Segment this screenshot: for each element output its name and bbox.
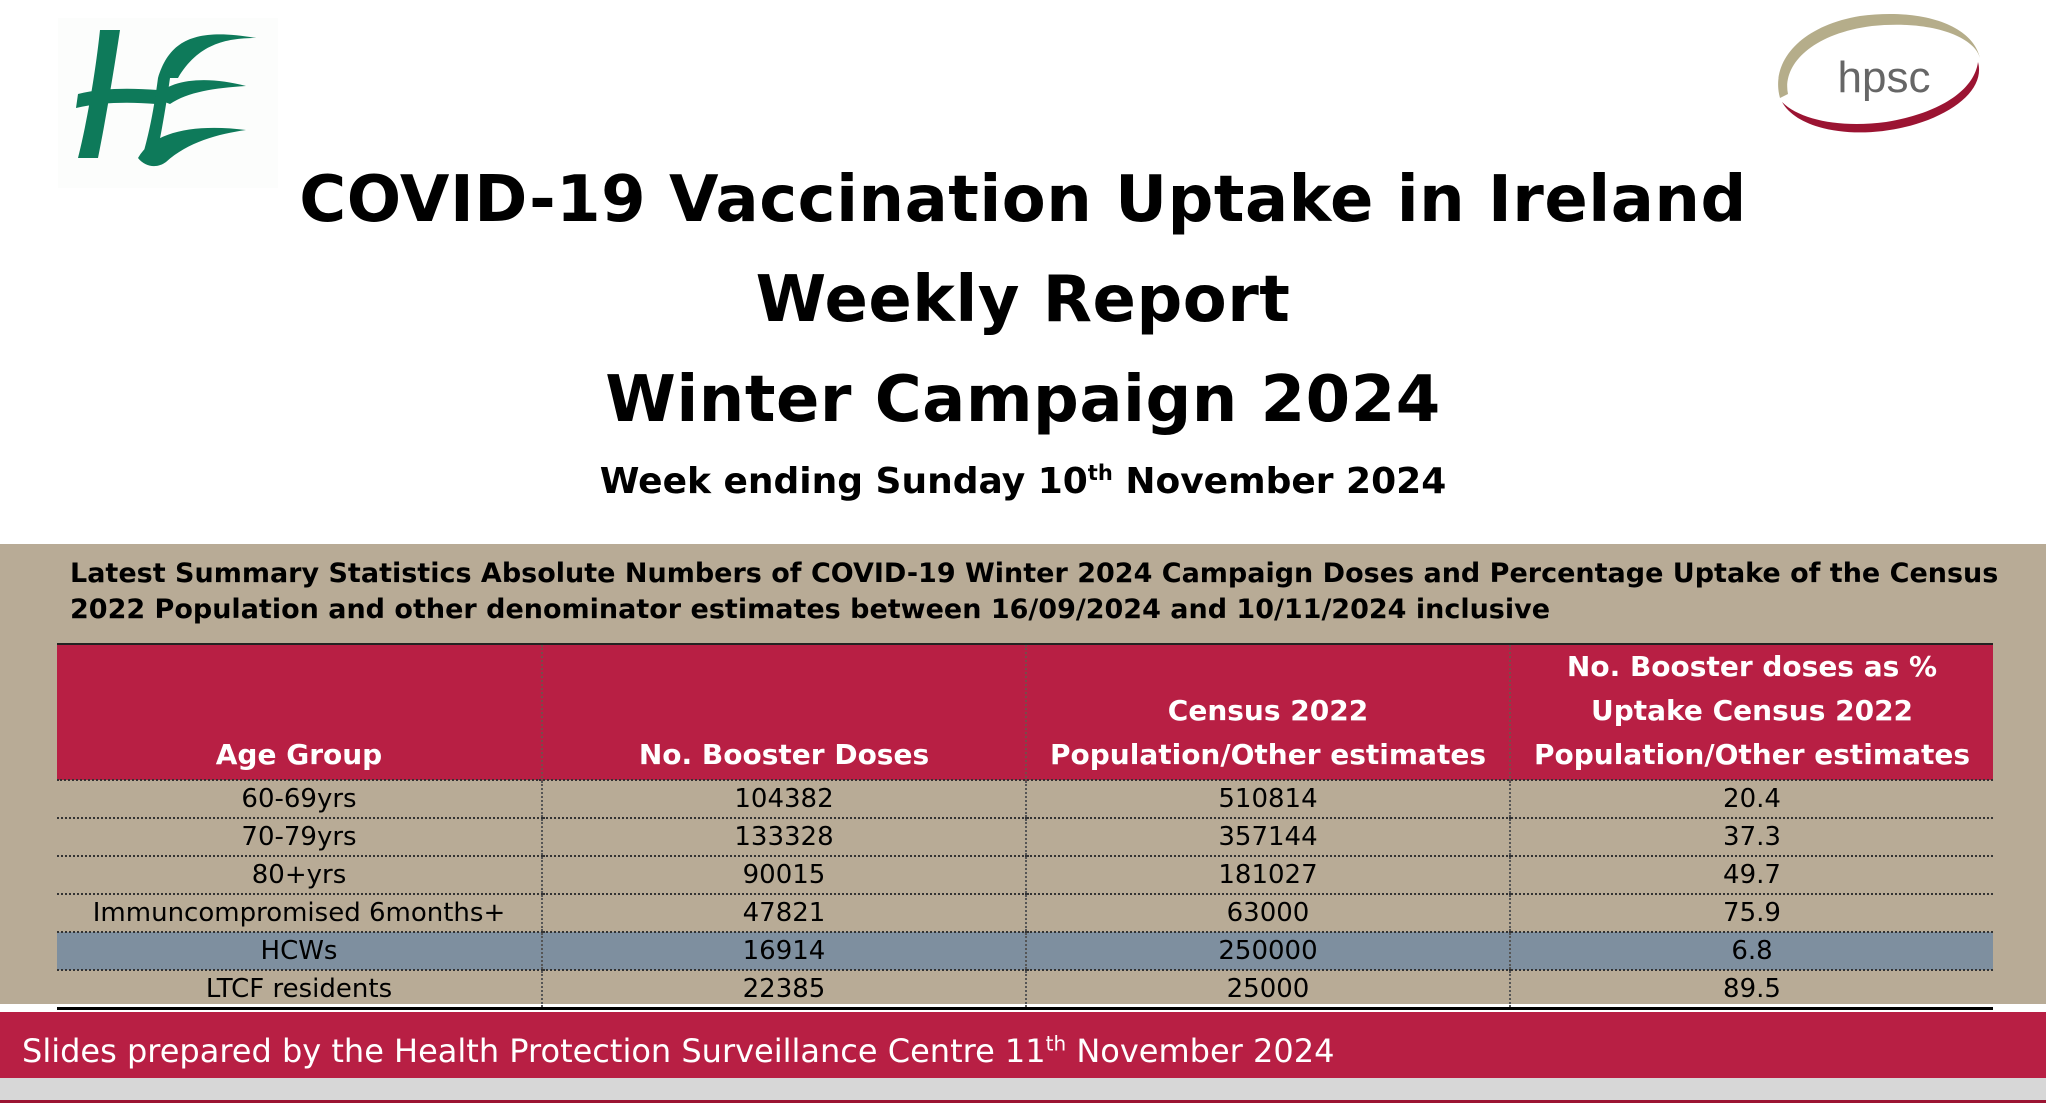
cell-age-group: Immuncompromised 6months+ xyxy=(57,894,542,933)
table-row-highlighted: HCWs 16914 250000 6.8 xyxy=(57,932,1993,971)
title-block: COVID-19 Vaccination Uptake in Ireland W… xyxy=(0,150,2046,514)
header-census-population: Census 2022 Population/Other estimates xyxy=(1025,643,1510,780)
cell-uptake-percent: 20.4 xyxy=(1509,779,1993,819)
title-line-1: COVID-19 Vaccination Uptake in Ireland xyxy=(299,163,1747,237)
cell-age-group: 60-69yrs xyxy=(57,779,542,819)
title-line-2: Weekly Report xyxy=(755,263,1291,337)
cell-census-population: 25000 xyxy=(1025,970,1510,1010)
cell-booster-doses: 104382 xyxy=(541,779,1026,819)
cell-uptake-percent: 89.5 xyxy=(1509,970,1993,1010)
hpsc-logo-mark: hpsc xyxy=(1778,13,1980,133)
table-row: Immuncompromised 6months+ 47821 63000 75… xyxy=(57,894,1993,933)
table-row: LTCF residents 22385 25000 89.5 xyxy=(57,970,1993,1010)
cell-census-population: 250000 xyxy=(1025,932,1510,971)
header-age-group: Age Group xyxy=(57,643,542,780)
uptake-table: Age Group No. Booster Doses Census 2022 … xyxy=(57,643,1993,1010)
footer-stripe xyxy=(0,1078,2046,1100)
footer-credit: Slides prepared by the Health Protection… xyxy=(22,1031,1335,1070)
hpsc-logo: hpsc xyxy=(1760,6,1990,146)
cell-uptake-percent: 49.7 xyxy=(1509,856,1993,895)
cell-age-group: LTCF residents xyxy=(57,970,542,1010)
header-uptake-percent: No. Booster doses as % Uptake Census 202… xyxy=(1509,643,1993,780)
cell-uptake-percent: 6.8 xyxy=(1509,932,1993,971)
summary-heading-line-2: 2022 Population and other denominator es… xyxy=(70,594,1551,625)
week-ending-subtitle: Week ending Sunday 10th November 2024 xyxy=(599,461,1447,502)
title-line-3: Winter Campaign 2024 xyxy=(605,363,1441,437)
footer-bar xyxy=(0,1012,2046,1078)
cell-booster-doses: 90015 xyxy=(541,856,1026,895)
header-booster-doses: No. Booster Doses xyxy=(541,643,1026,780)
cell-age-group: 70-79yrs xyxy=(57,818,542,857)
cell-census-population: 510814 xyxy=(1025,779,1510,819)
cell-uptake-percent: 37.3 xyxy=(1509,818,1993,857)
cell-age-group: 80+yrs xyxy=(57,856,542,895)
table-header-row: Age Group No. Booster Doses Census 2022 … xyxy=(57,643,1993,780)
cell-census-population: 357144 xyxy=(1025,818,1510,857)
table-row: 70-79yrs 133328 357144 37.3 xyxy=(57,818,1993,857)
cell-census-population: 181027 xyxy=(1025,856,1510,895)
table-row: 60-69yrs 104382 510814 20.4 xyxy=(57,779,1993,819)
hse-logo-mark xyxy=(76,30,256,167)
summary-heading: Latest Summary Statistics Absolute Numbe… xyxy=(70,556,2030,628)
summary-heading-line-1: Latest Summary Statistics Absolute Numbe… xyxy=(70,558,1999,589)
cell-booster-doses: 133328 xyxy=(541,818,1026,857)
hse-logo xyxy=(58,18,278,188)
cell-booster-doses: 22385 xyxy=(541,970,1026,1010)
hpsc-logo-text: hpsc xyxy=(1838,53,1931,102)
cell-age-group: HCWs xyxy=(57,932,542,971)
cell-booster-doses: 16914 xyxy=(541,932,1026,971)
footer-line xyxy=(0,1100,2046,1103)
cell-census-population: 63000 xyxy=(1025,894,1510,933)
table-row: 80+yrs 90015 181027 49.7 xyxy=(57,856,1993,895)
cell-booster-doses: 47821 xyxy=(541,894,1026,933)
cell-uptake-percent: 75.9 xyxy=(1509,894,1993,933)
